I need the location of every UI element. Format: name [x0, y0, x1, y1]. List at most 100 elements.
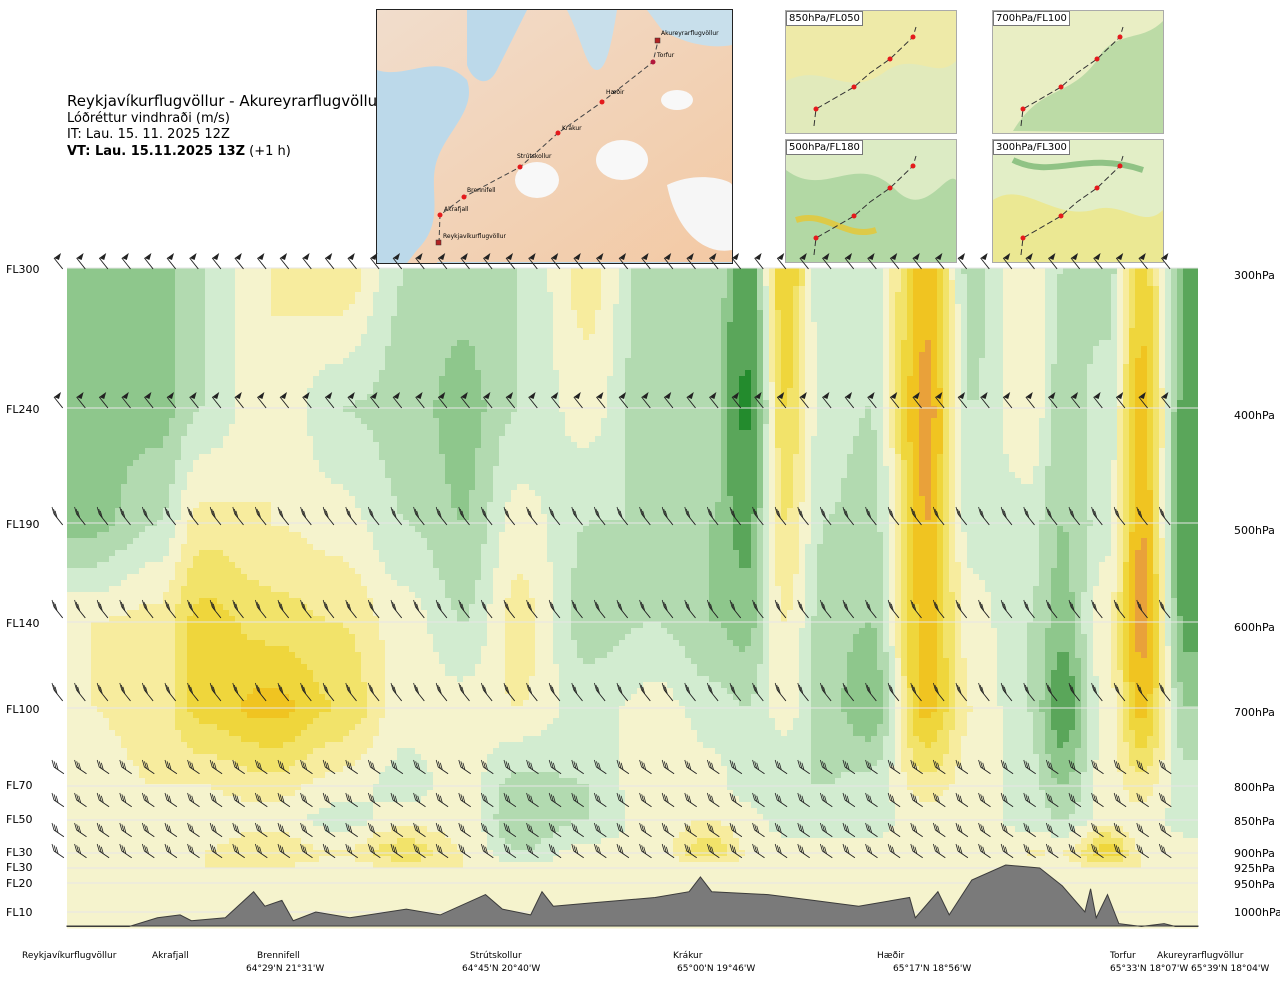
velocity-cell: [877, 382, 884, 389]
velocity-cell: [337, 388, 344, 395]
velocity-cell: [925, 382, 932, 389]
velocity-cell: [193, 364, 200, 371]
velocity-cell: [691, 292, 698, 299]
route-map[interactable]: Akureyrarflugvöllur Torfur Hæðir Krákur …: [376, 9, 733, 264]
velocity-cell: [133, 304, 140, 311]
velocity-cell: [397, 346, 404, 353]
velocity-cell: [1105, 418, 1112, 425]
velocity-cell: [1123, 310, 1130, 317]
velocity-cell: [943, 334, 950, 341]
velocity-cell: [151, 412, 158, 419]
velocity-cell: [925, 286, 932, 293]
velocity-cell: [1069, 358, 1076, 365]
velocity-cell: [445, 358, 452, 365]
velocity-cell: [1135, 382, 1142, 389]
velocity-cell: [247, 334, 254, 341]
velocity-cell: [193, 334, 200, 341]
velocity-cell: [247, 328, 254, 335]
velocity-cell: [1045, 388, 1052, 395]
velocity-cell: [349, 328, 356, 335]
velocity-cell: [307, 328, 314, 335]
velocity-cell: [367, 328, 374, 335]
velocity-cell: [613, 280, 620, 287]
velocity-cell: [1123, 328, 1130, 335]
velocity-cell: [1021, 292, 1028, 299]
velocity-cell: [889, 280, 896, 287]
velocity-cell: [511, 352, 518, 359]
velocity-cell: [397, 304, 404, 311]
velocity-cell: [613, 286, 620, 293]
velocity-cell: [691, 346, 698, 353]
velocity-cell: [541, 418, 548, 425]
velocity-cell: [889, 274, 896, 281]
velocity-cell: [85, 418, 92, 425]
velocity-cell: [487, 274, 494, 281]
velocity-cell: [289, 280, 296, 287]
velocity-cell: [637, 310, 644, 317]
velocity-cell: [613, 376, 620, 383]
velocity-cell: [607, 346, 614, 353]
valid-time-offset: (+1 h): [249, 144, 291, 159]
level-map-300[interactable]: 300hPa/FL300: [992, 139, 1164, 263]
velocity-cell: [691, 406, 698, 413]
velocity-cell: [181, 370, 188, 377]
velocity-cell: [247, 412, 254, 419]
velocity-cell: [655, 268, 662, 275]
velocity-cell: [715, 310, 722, 317]
level-map-700[interactable]: 700hPa/FL100: [992, 10, 1164, 134]
level-map-500[interactable]: 500hPa/FL180: [785, 139, 957, 263]
level-map-850[interactable]: 850hPa/FL050: [785, 10, 957, 134]
velocity-cell: [319, 304, 326, 311]
velocity-cell: [433, 358, 440, 365]
velocity-cell: [199, 322, 206, 329]
velocity-cell: [1015, 280, 1022, 287]
velocity-cell: [895, 316, 902, 323]
velocity-cell: [487, 292, 494, 299]
velocity-cell: [385, 334, 392, 341]
velocity-cell: [1147, 394, 1154, 401]
velocity-cell: [733, 268, 740, 275]
velocity-cell: [985, 352, 992, 359]
velocity-cell: [247, 322, 254, 329]
velocity-cell: [1009, 310, 1016, 317]
velocity-cell: [211, 364, 218, 371]
velocity-cell: [931, 322, 938, 329]
velocity-cell: [889, 388, 896, 395]
velocity-cell: [1123, 376, 1130, 383]
velocity-cell: [115, 310, 122, 317]
velocity-cell: [667, 286, 674, 293]
velocity-cell: [361, 268, 368, 275]
velocity-cell: [1159, 376, 1166, 383]
velocity-cell: [385, 412, 392, 419]
velocity-cell: [841, 298, 848, 305]
velocity-cell: [433, 298, 440, 305]
velocity-cell: [421, 352, 428, 359]
velocity-cell: [223, 406, 230, 413]
velocity-cell: [1063, 406, 1070, 413]
velocity-cell: [757, 304, 764, 311]
velocity-cell: [1099, 286, 1106, 293]
velocity-cell: [307, 298, 314, 305]
velocity-cell: [625, 388, 632, 395]
velocity-cell: [487, 358, 494, 365]
velocity-cell: [949, 340, 956, 347]
velocity-cell: [247, 370, 254, 377]
velocity-cell: [115, 358, 122, 365]
velocity-cell: [1147, 370, 1154, 377]
velocity-cell: [721, 406, 728, 413]
velocity-cell: [523, 400, 530, 407]
velocity-cell: [91, 286, 98, 293]
velocity-cell: [199, 340, 206, 347]
velocity-cell: [361, 340, 368, 347]
velocity-cell: [307, 346, 314, 353]
velocity-cell: [445, 334, 452, 341]
velocity-cell: [607, 352, 614, 359]
velocity-cell: [481, 364, 488, 371]
velocity-cell: [253, 340, 260, 347]
velocity-cell: [601, 376, 608, 383]
velocity-cell: [1129, 412, 1136, 419]
velocity-cell: [127, 322, 134, 329]
velocity-cell: [985, 310, 992, 317]
velocity-cell: [607, 340, 614, 347]
velocity-cell: [583, 340, 590, 347]
